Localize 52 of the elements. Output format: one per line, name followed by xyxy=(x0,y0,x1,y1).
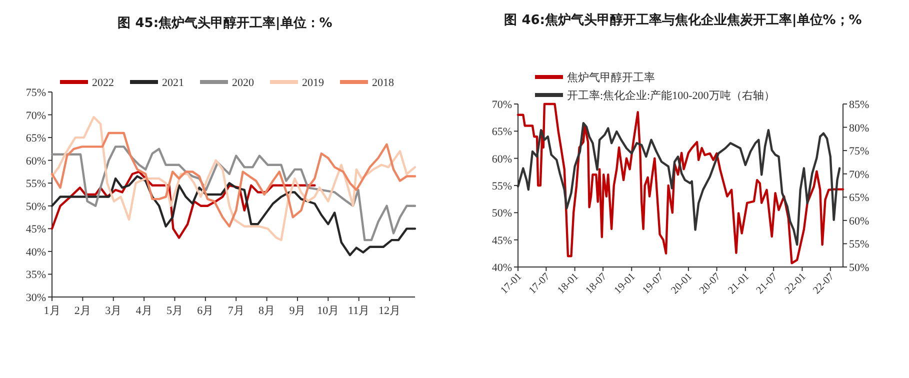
chart-title: 图 45:焦炉气头甲醇开工率|单位：% xyxy=(118,15,332,31)
line-series xyxy=(516,102,844,264)
y-tick-label: 70% xyxy=(492,99,512,111)
legend-label: 焦炉气甲醇开工率 xyxy=(567,71,655,84)
y-tick-label: 70% xyxy=(26,110,46,122)
y-tick-label: 45% xyxy=(492,234,512,247)
y2-tick-label: 85% xyxy=(849,99,870,111)
y2-tick-label: 65% xyxy=(849,192,870,204)
x-tick-label: 7月 xyxy=(228,305,244,317)
legend-label: 2022 xyxy=(92,77,114,89)
y-tick-label: 60% xyxy=(492,153,512,166)
x-tick-label: 4月 xyxy=(136,305,152,317)
line-series xyxy=(50,175,416,256)
y2-tick-label: 80% xyxy=(849,122,870,134)
y2-tick-label: 70% xyxy=(849,168,870,181)
y-tick-label: 50% xyxy=(492,208,512,220)
chart-title: 图 46:焦炉气头甲醇开工率与焦化企业焦炭开工率|单位%；% xyxy=(504,12,862,28)
legend-label: 开工率:焦化企业:产能100-200万吨（右轴） xyxy=(567,89,775,102)
line-series xyxy=(50,146,416,242)
y-tick-label: 40% xyxy=(492,262,512,274)
y-tick-label: 55% xyxy=(492,180,512,192)
legend-label: 2018 xyxy=(372,77,394,89)
y-tick-label: 65% xyxy=(26,132,46,145)
y-tick-label: 50% xyxy=(26,200,46,213)
y-tick-label: 60% xyxy=(26,155,46,168)
x-tick-label: 10月 xyxy=(317,305,340,317)
legend-label: 2021 xyxy=(162,77,184,89)
x-tick-label: 2月 xyxy=(74,305,91,317)
x-tick-label: 12月 xyxy=(378,305,401,317)
x-tick-label: 1月 xyxy=(44,305,60,317)
y-tick-label: 55% xyxy=(26,178,46,190)
x-tick-label: 11月 xyxy=(348,305,370,317)
y-tick-label: 30% xyxy=(26,292,46,304)
y2-tick-label: 50% xyxy=(849,262,870,274)
y-tick-label: 45% xyxy=(26,224,46,236)
legend-label: 2020 xyxy=(232,77,254,89)
x-tick-label: 3月 xyxy=(105,305,122,317)
legend-label: 2019 xyxy=(302,77,324,89)
y2-tick-label: 55% xyxy=(849,238,870,251)
line-series xyxy=(50,116,416,242)
x-tick-label: 6月 xyxy=(197,305,214,317)
y2-tick-label: 75% xyxy=(849,146,870,158)
x-tick-label: 8月 xyxy=(258,305,276,317)
y2-tick-label: 60% xyxy=(849,215,870,228)
y-tick-label: 35% xyxy=(26,269,46,282)
x-tick-label: 9月 xyxy=(289,305,306,317)
line-series xyxy=(50,170,316,239)
y-tick-label: 40% xyxy=(26,246,46,258)
y-tick-label: 75% xyxy=(26,87,46,99)
x-tick-label: 5月 xyxy=(166,305,183,317)
y-tick-label: 65% xyxy=(492,126,512,138)
line-series xyxy=(50,132,416,228)
